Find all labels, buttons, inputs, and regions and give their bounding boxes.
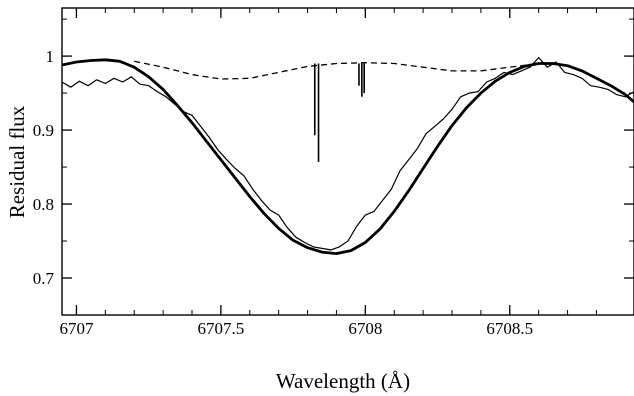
x-tick-label: 6707.5 (198, 319, 245, 338)
y-axis-label: Residual flux (5, 105, 29, 218)
y-tick-label: 0.7 (33, 269, 55, 288)
series-line-thick-solid (62, 58, 634, 256)
x-tick-label: 6708.5 (486, 319, 533, 338)
y-tick-label: 0.8 (33, 195, 54, 214)
x-axis-label: Wavelength (Å) (276, 369, 410, 393)
x-tick-label: 6708 (348, 319, 382, 338)
series-line-thin-solid (62, 56, 634, 251)
plot-frame (61, 7, 634, 316)
plot-marks (62, 56, 634, 256)
axis-ticks: 6707 6707.5 6708 6708.5 0.7 0.8 0.9 1 (33, 8, 634, 338)
x-tick-label: 6707 (59, 319, 94, 338)
y-tick-label: 1 (46, 47, 55, 66)
series-line-dashed (134, 60, 539, 80)
y-tick-label: 0.9 (33, 121, 54, 140)
